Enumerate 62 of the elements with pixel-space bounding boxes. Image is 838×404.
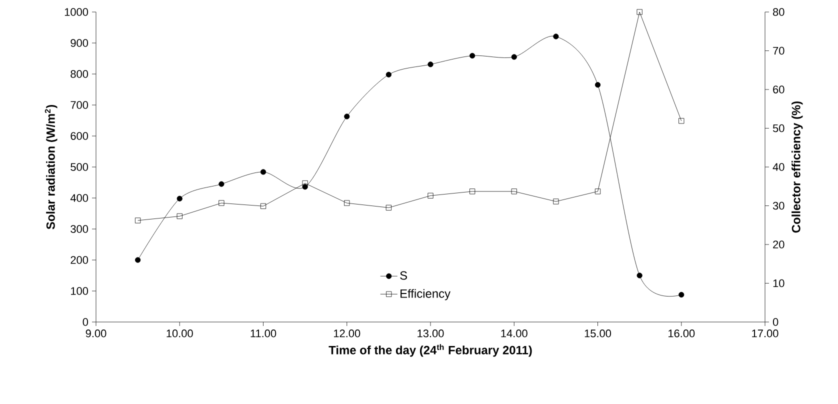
- x-tick-label: 17.00: [752, 330, 778, 338]
- x-tick-label: 16.00: [668, 330, 695, 338]
- x-tick-label: 14.00: [501, 330, 528, 338]
- y2-tick-label: 70: [773, 46, 784, 55]
- legend-label: Efficiency: [400, 289, 450, 300]
- point: [386, 204, 392, 210]
- y2-tick-label: 20: [773, 240, 784, 248]
- point: [428, 62, 434, 68]
- y2-axis-title: Collector efficiency (%): [792, 102, 803, 233]
- y2-tick-label: 50: [772, 124, 784, 132]
- x-tick-label: 13.00: [418, 330, 444, 338]
- y2-tick-label: 80: [773, 8, 784, 16]
- y-axis-title: Solar radiation (W/m$^{2}$): [44, 105, 58, 230]
- y2-tick-label: 60: [773, 86, 784, 94]
- point: [135, 257, 141, 263]
- x-axis-title: Time of the day (24$^{th}$ February 2011): [328, 344, 532, 357]
- point: [636, 9, 642, 15]
- point: [511, 54, 517, 60]
- y-tick-label: 900: [70, 39, 88, 47]
- point: [344, 200, 350, 206]
- point: [511, 188, 517, 194]
- point: [176, 213, 182, 220]
- x-tick-label: 9.00: [86, 330, 106, 338]
- y2-tick-label: 40: [772, 163, 784, 171]
- point: [260, 203, 266, 209]
- point: [135, 218, 141, 224]
- y-tick-label: 700: [70, 101, 88, 109]
- point: [386, 72, 392, 78]
- point: [470, 188, 476, 194]
- y2-tick-label: 10: [773, 279, 784, 288]
- y-tick-label: 100: [71, 287, 88, 295]
- point: [553, 198, 559, 204]
- x-tick-label: 11.00: [250, 330, 276, 338]
- point: [260, 169, 266, 175]
- y-tick-label: 500: [70, 163, 88, 171]
- point: [636, 272, 642, 278]
- point: [218, 200, 224, 206]
- y-tick-label: 200: [70, 256, 88, 264]
- point: [176, 196, 182, 202]
- y-tick-label: 800: [70, 70, 88, 78]
- point: [302, 184, 308, 190]
- point: [678, 292, 684, 298]
- y-tick-label: 0: [82, 318, 88, 326]
- y2-tick-label: 0: [772, 318, 778, 326]
- point: [553, 34, 559, 40]
- point: [218, 181, 224, 187]
- legend-label: S: [400, 271, 407, 280]
- point: [344, 114, 350, 120]
- point: [678, 118, 684, 124]
- y-tick-label: 600: [70, 132, 88, 140]
- point: [594, 82, 601, 88]
- point: [428, 192, 434, 198]
- y-tick-label: 1000: [64, 8, 88, 16]
- point: [302, 180, 308, 186]
- y-tick-label: 300: [70, 225, 88, 233]
- point: [594, 188, 601, 194]
- y2-tick-label: 30: [772, 202, 784, 210]
- x-tick-label: 10.00: [166, 330, 193, 338]
- x-tick-label: 12.00: [334, 330, 360, 338]
- point: [470, 52, 476, 59]
- x-tick-label: 15.00: [584, 330, 612, 338]
- y-tick-label: 400: [70, 194, 88, 202]
